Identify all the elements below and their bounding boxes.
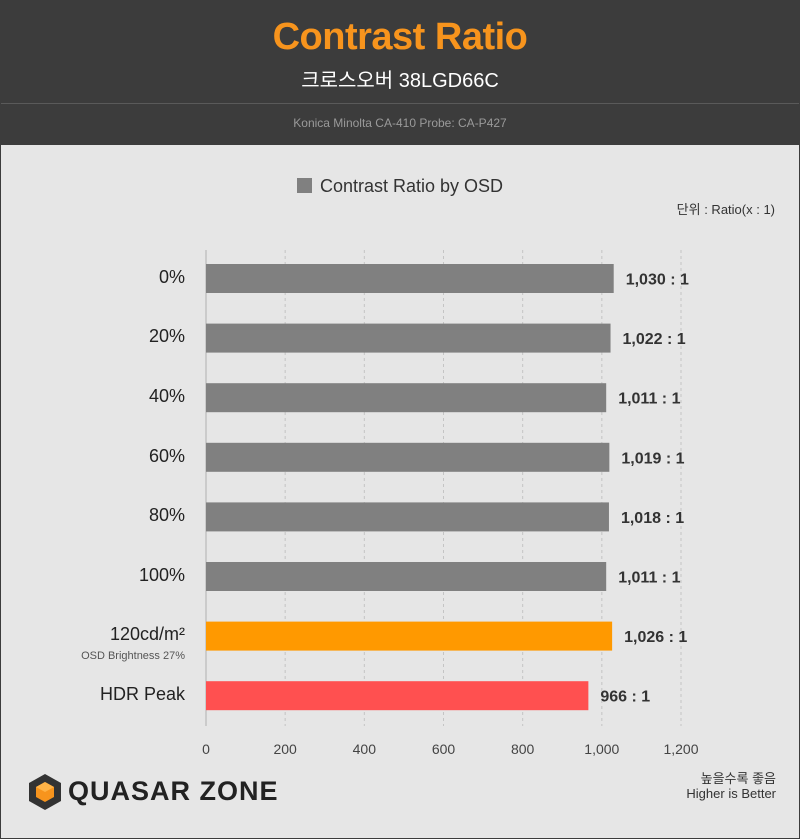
x-tick-label: 600 <box>432 741 456 757</box>
category-label: 40% <box>148 386 185 406</box>
category-label: 20% <box>148 326 185 346</box>
value-label: 1,022 : 1 <box>623 331 686 348</box>
legend-swatch <box>296 178 312 193</box>
category-note: OSD Brightness 27% <box>81 650 185 662</box>
bar <box>206 562 607 591</box>
value-label: 966 : 1 <box>600 689 650 706</box>
quasarzone-logo <box>29 774 61 810</box>
measurement-device: Konica Minolta CA-410 Probe: CA-P427 <box>293 116 507 130</box>
brand-name: QUASAR ZONE <box>68 776 279 806</box>
bar <box>206 681 589 711</box>
header-divider <box>0 103 800 104</box>
chart-title: Contrast Ratio <box>272 16 528 58</box>
value-label: 1,030 : 1 <box>626 272 689 289</box>
category-label: 100% <box>138 565 185 585</box>
product-name: 크로스오버 38LGD66C <box>301 70 499 92</box>
bar <box>206 442 610 472</box>
header-banner: Contrast Ratio 크로스오버 38LGD66C Konica Min… <box>0 0 800 145</box>
category-label: 120cd/m² <box>109 624 185 644</box>
legend-label: Contrast Ratio by OSD <box>319 176 504 196</box>
footnote-ko: 높을수록 좋음 <box>700 771 776 786</box>
value-label: 1,026 : 1 <box>624 629 687 646</box>
category-label: 80% <box>148 505 185 525</box>
unit-label: 단위 : Ratio(x : 1) <box>676 202 775 217</box>
bar <box>206 264 614 293</box>
value-label: 1,019 : 1 <box>621 450 684 467</box>
bar <box>206 383 607 413</box>
chart-legend: Contrast Ratio by OSD <box>0 176 800 197</box>
category-label: 0% <box>158 267 185 287</box>
footnote-en: Higher is Better <box>686 786 776 801</box>
x-tick-label: 800 <box>511 741 535 757</box>
category-label: 60% <box>148 446 185 466</box>
x-tick-label: 1,200 <box>663 741 698 757</box>
x-tick-label: 0 <box>202 741 210 757</box>
x-tick-label: 1,000 <box>584 741 619 757</box>
value-label: 1,011 : 1 <box>618 391 680 408</box>
bar <box>206 502 609 532</box>
bar <box>206 323 611 353</box>
bar <box>206 621 613 651</box>
value-label: 1,011 : 1 <box>618 570 680 587</box>
category-label: HDR Peak <box>99 684 185 704</box>
x-tick-label: 200 <box>273 741 297 757</box>
value-label: 1,018 : 1 <box>621 510 684 527</box>
x-tick-label: 400 <box>353 741 377 757</box>
